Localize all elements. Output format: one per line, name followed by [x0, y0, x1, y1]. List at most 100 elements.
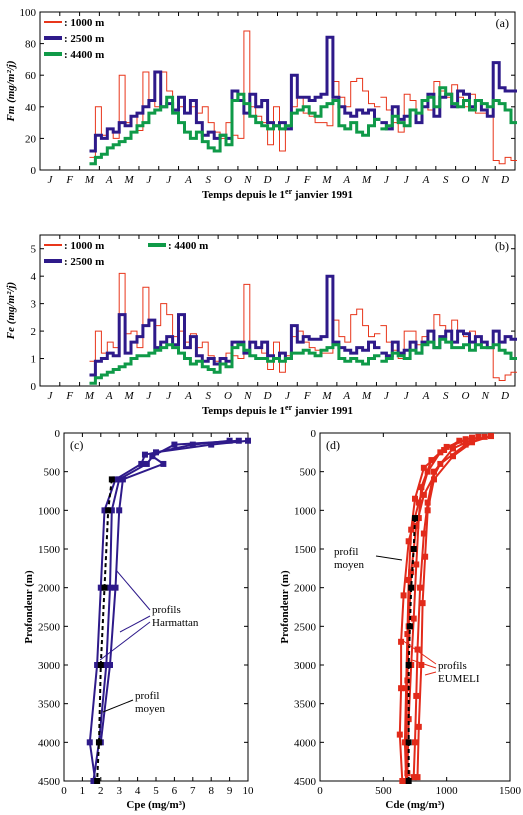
y-tick-label: 0	[55, 428, 61, 440]
annotation-arrow	[424, 671, 437, 676]
profile-marker	[143, 460, 150, 467]
profile-marker	[415, 499, 422, 506]
annotation-arrow	[411, 659, 437, 669]
x-tick-label: D	[263, 174, 272, 186]
y-tick-label: 3000	[38, 660, 61, 672]
series-4400m	[89, 343, 381, 385]
x-tick-label: A	[422, 390, 430, 402]
profile-marker	[404, 631, 411, 638]
x-tick-label: 0	[61, 785, 67, 797]
x-tick-label: A	[342, 174, 350, 186]
x-tick-label: 5	[153, 785, 159, 797]
profile-marker	[469, 439, 475, 446]
y-tick-label: 20	[25, 133, 37, 145]
profile-marker	[119, 476, 126, 483]
x-tick-label: M	[321, 174, 332, 186]
x-tick-label: 1	[80, 785, 86, 797]
profile-marker	[420, 530, 427, 537]
profile-marker	[398, 638, 405, 645]
x-tick-label: 10	[243, 785, 255, 797]
annotation-profil: profil	[334, 546, 358, 558]
y-tick-label: 5	[31, 244, 37, 256]
x-tick-label: N	[481, 390, 490, 402]
mean-profile-marker	[97, 662, 104, 668]
x-axis-label: Temps depuis le 1er janvier 1991	[202, 187, 353, 201]
profile-marker	[414, 646, 421, 653]
panel-label: (b)	[495, 239, 509, 253]
x-tick-label: M	[123, 174, 134, 186]
series-2500m	[380, 329, 517, 358]
profile-marker	[431, 468, 437, 475]
profile-marker	[410, 615, 417, 622]
x-tick-label: O	[462, 174, 470, 186]
panel-label: (a)	[496, 16, 509, 30]
y-tick-label: 80	[25, 39, 37, 51]
profile-marker	[413, 561, 420, 568]
x-tick-label: O	[224, 390, 232, 402]
x-tick-label: J	[166, 390, 172, 402]
annotation-harmattan: Harmattan	[152, 617, 199, 629]
profile-marker	[408, 526, 415, 533]
x-tick-label: S	[205, 390, 211, 402]
x-tick-label: N	[481, 174, 490, 186]
y-tick-label: 0	[31, 381, 37, 393]
profile-marker	[101, 507, 108, 514]
y-axis-label: Fe (mg/m²/j)	[5, 282, 17, 340]
annotation-arrow	[99, 621, 151, 661]
profile-marker	[450, 445, 456, 452]
profile-marker	[424, 468, 431, 475]
x-tick-label: J	[47, 174, 53, 186]
x-axis-label-sup: er	[285, 403, 293, 412]
profile-marker	[107, 662, 113, 668]
profile-marker	[404, 770, 411, 777]
x-tick-label: J	[146, 174, 152, 186]
profile-marker	[475, 433, 482, 440]
series-1000m	[380, 314, 517, 381]
x-tick-label: J	[285, 390, 291, 402]
profile-marker	[400, 592, 407, 599]
y-tick-label: 2500	[38, 621, 61, 633]
x-axis-label-sup: er	[285, 187, 293, 196]
x-axis-label: Cpe (mg/m³)	[126, 799, 186, 811]
x-tick-label: F	[65, 174, 73, 186]
x-axis-label-rest: janvier 1991	[292, 189, 353, 201]
profile-marker	[481, 433, 488, 440]
profile-marker	[112, 584, 119, 591]
profile-marker	[108, 507, 115, 514]
profile-marker	[424, 499, 431, 506]
x-tick-label: 1500	[499, 785, 522, 797]
profile-marker	[462, 436, 469, 443]
x-tick-label: A	[422, 174, 430, 186]
profile-marker	[399, 778, 406, 784]
profile-marker	[160, 460, 167, 467]
y-tick-label: 4500	[38, 776, 61, 788]
annotation-profils: profils	[152, 604, 181, 616]
profile-marker	[431, 476, 437, 483]
profile-marker	[86, 739, 93, 746]
annotation-arrow	[119, 615, 151, 633]
x-tick-label: M	[361, 174, 372, 186]
x-tick-label: J	[146, 390, 152, 402]
mean-profile-marker	[105, 507, 112, 514]
profile-marker	[413, 522, 420, 529]
y-tick-label: 1500	[294, 544, 317, 556]
y-axis-label: Profondeur (m)	[23, 570, 35, 644]
y-tick-label: 100	[20, 7, 37, 19]
profile-marker	[245, 437, 251, 444]
legend-entry: : 1000 m	[64, 17, 104, 29]
mean-profile-marker	[95, 739, 102, 746]
profile-marker	[424, 507, 431, 514]
profile-marker	[420, 464, 427, 471]
annotation-moyen: moyen	[135, 703, 165, 715]
profile-marker	[403, 685, 410, 692]
x-tick-label: 1000	[436, 785, 459, 797]
x-axis-label: Cde (mg/m³)	[385, 799, 445, 811]
y-tick-label: 3500	[294, 699, 317, 711]
profile-marker	[107, 584, 113, 591]
y-tick-label: 1000	[38, 505, 61, 517]
y-tick-label: 0	[31, 165, 37, 177]
